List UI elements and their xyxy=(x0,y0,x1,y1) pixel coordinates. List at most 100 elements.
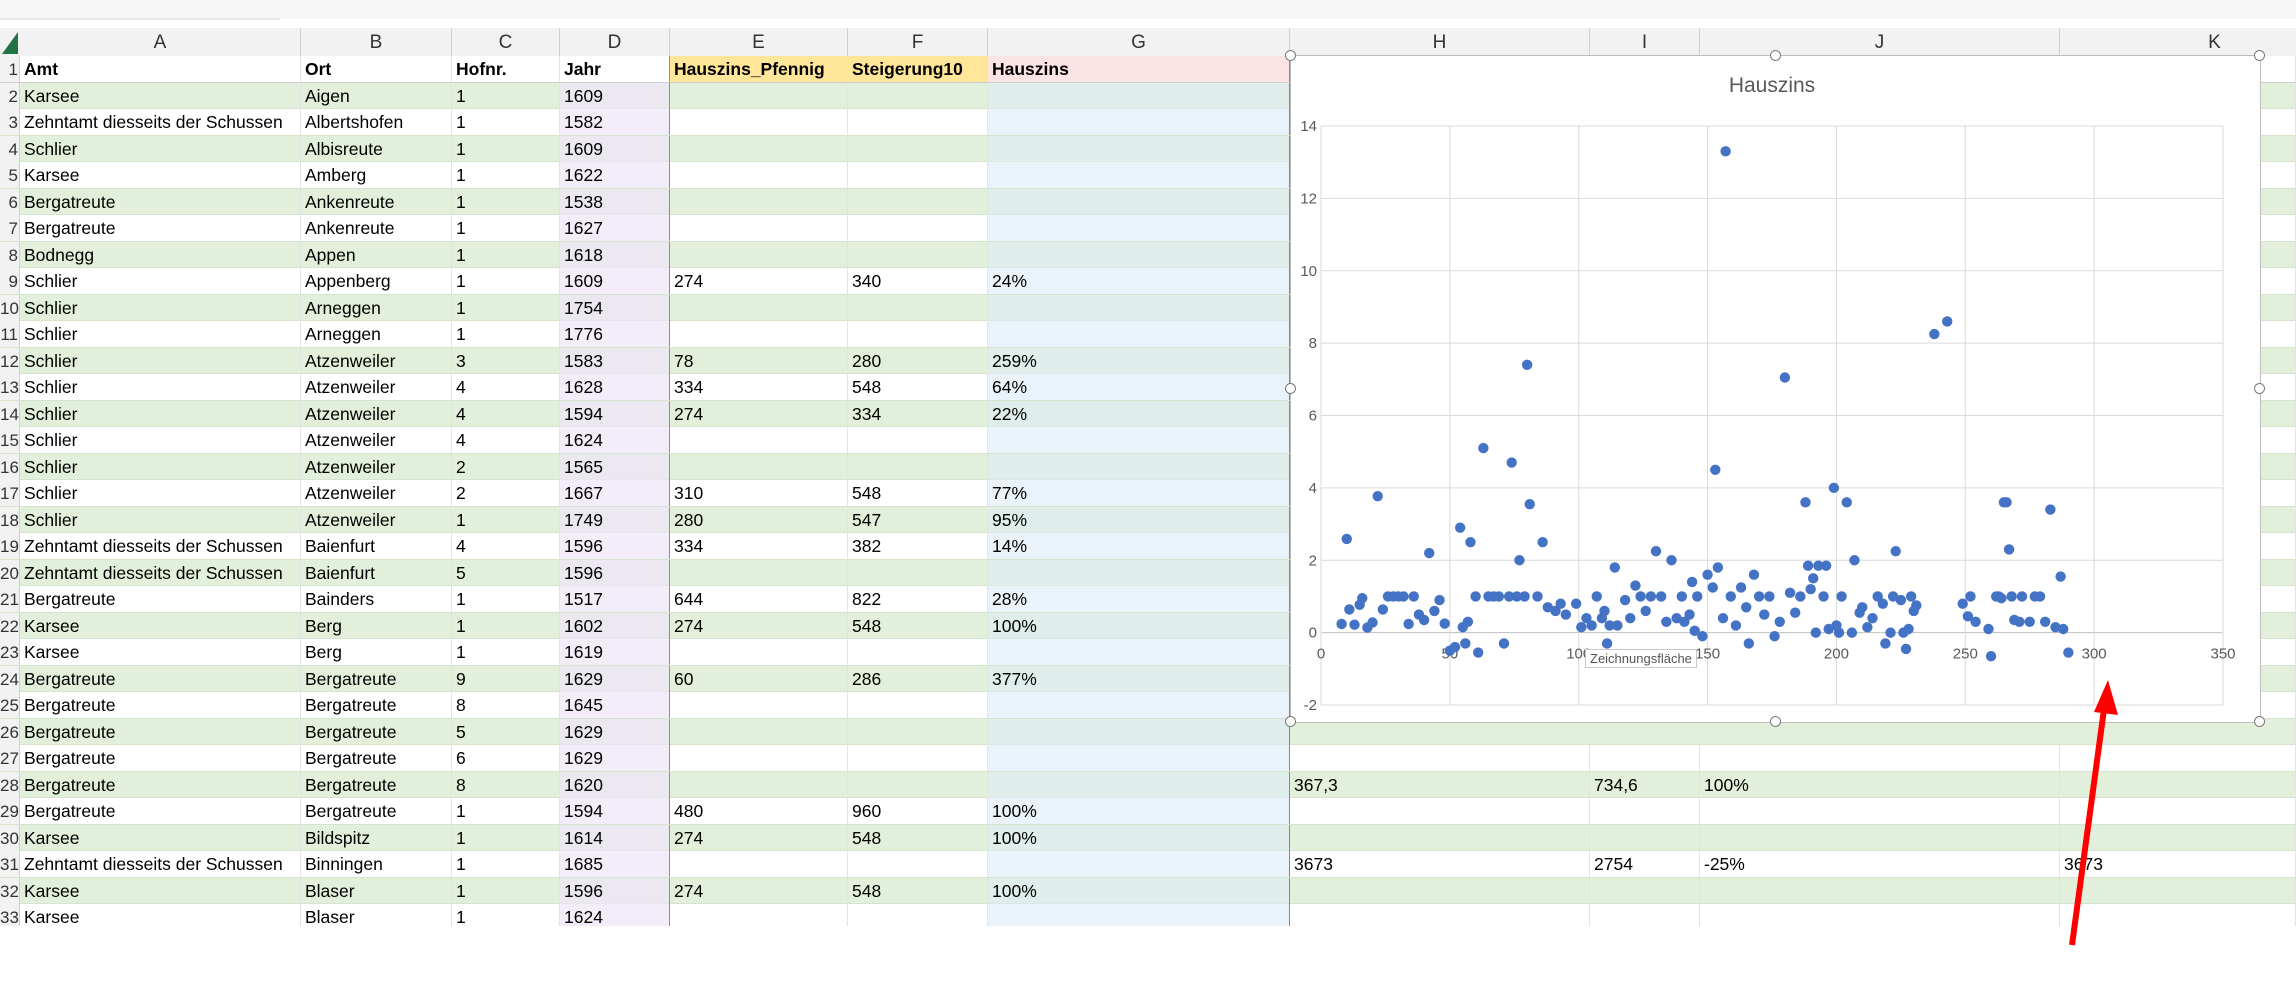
cell-h[interactable]: 3673 xyxy=(1290,851,1590,877)
cell-f[interactable] xyxy=(848,321,988,347)
cell-c[interactable]: 1 xyxy=(452,215,560,241)
cell-b[interactable]: Arneggen xyxy=(301,321,452,347)
cell-g[interactable] xyxy=(988,639,1290,665)
cell-f[interactable] xyxy=(848,294,988,321)
cell-c[interactable]: 1 xyxy=(452,639,560,665)
cell-f[interactable] xyxy=(848,692,988,718)
cell-a[interactable]: Karsee xyxy=(20,82,301,109)
cell-f[interactable] xyxy=(848,427,988,453)
cell-d[interactable]: 1614 xyxy=(560,824,670,851)
cell-k[interactable] xyxy=(2060,771,2296,798)
cell-c[interactable]: 1 xyxy=(452,904,560,926)
cell-d[interactable]: 1594 xyxy=(560,400,670,427)
resize-handle-top-right[interactable] xyxy=(2254,50,2265,61)
cell-a[interactable]: Schlier xyxy=(20,506,301,533)
row-number[interactable]: 6 xyxy=(0,188,20,215)
cell-f[interactable]: 547 xyxy=(848,506,988,533)
cell-b[interactable]: Atzenweiler xyxy=(301,400,452,427)
cell-a[interactable]: Bergatreute xyxy=(20,188,301,215)
column-header-h[interactable]: H xyxy=(1290,28,1590,56)
resize-handle-top-left[interactable] xyxy=(1285,50,1296,61)
cell-d[interactable]: 1596 xyxy=(560,533,670,559)
cell-b[interactable]: Ort xyxy=(301,56,452,82)
row-number[interactable]: 27 xyxy=(0,745,20,771)
cell-d[interactable]: 1609 xyxy=(560,82,670,109)
cell-a[interactable]: Zehntamt diesseits der Schussen xyxy=(20,559,301,586)
row-number[interactable]: 1 xyxy=(0,56,20,82)
cell-b[interactable]: Binningen xyxy=(301,851,452,877)
cell-f[interactable]: 548 xyxy=(848,877,988,904)
cell-g[interactable] xyxy=(988,321,1290,347)
cell-i[interactable]: 734,6 xyxy=(1590,771,1700,798)
cell-f[interactable] xyxy=(848,82,988,109)
cell-c[interactable]: 4 xyxy=(452,400,560,427)
cell-i[interactable] xyxy=(1590,824,1700,851)
cell-b[interactable]: Atzenweiler xyxy=(301,480,452,506)
cell-a[interactable]: Schlier xyxy=(20,480,301,506)
cell-e[interactable] xyxy=(670,427,848,453)
cell-f[interactable] xyxy=(848,215,988,241)
cell-c[interactable]: 1 xyxy=(452,798,560,824)
row-number[interactable]: 25 xyxy=(0,692,20,718)
row-number[interactable]: 13 xyxy=(0,374,20,400)
cell-e[interactable] xyxy=(670,109,848,135)
cell-c[interactable]: 3 xyxy=(452,347,560,374)
cell-f[interactable]: 340 xyxy=(848,268,988,294)
cell-i[interactable] xyxy=(1590,745,1700,771)
cell-b[interactable]: Bainders xyxy=(301,586,452,612)
cell-g[interactable] xyxy=(988,427,1290,453)
resize-handle-bottom-right[interactable] xyxy=(2254,716,2265,727)
cell-c[interactable]: 4 xyxy=(452,374,560,400)
cell-b[interactable]: Ankenreute xyxy=(301,215,452,241)
cell-b[interactable]: Baienfurt xyxy=(301,559,452,586)
cell-d[interactable]: 1776 xyxy=(560,321,670,347)
cell-b[interactable]: Atzenweiler xyxy=(301,427,452,453)
column-header-g[interactable]: G xyxy=(988,28,1290,56)
row-number[interactable]: 33 xyxy=(0,904,20,926)
cell-g[interactable] xyxy=(988,692,1290,718)
cell-a[interactable]: Karsee xyxy=(20,639,301,665)
cell-a[interactable]: Zehntamt diesseits der Schussen xyxy=(20,851,301,877)
cell-e[interactable] xyxy=(670,321,848,347)
cell-a[interactable]: Karsee xyxy=(20,612,301,639)
cell-a[interactable]: Bodnegg xyxy=(20,241,301,268)
row-number[interactable]: 28 xyxy=(0,771,20,798)
cell-g[interactable]: 100% xyxy=(988,612,1290,639)
cell-d[interactable]: 1583 xyxy=(560,347,670,374)
cell-c[interactable]: 5 xyxy=(452,718,560,745)
cell-j[interactable] xyxy=(1700,904,2060,926)
resize-handle-top[interactable] xyxy=(1770,50,1781,61)
cell-h[interactable] xyxy=(1290,745,1590,771)
cell-d[interactable]: 1629 xyxy=(560,718,670,745)
cell-f[interactable]: 280 xyxy=(848,347,988,374)
cell-a[interactable]: Schlier xyxy=(20,453,301,480)
cell-j[interactable] xyxy=(1700,824,2060,851)
cell-c[interactable]: 2 xyxy=(452,453,560,480)
resize-handle-bottom-left[interactable] xyxy=(1285,716,1296,727)
resize-handle-right[interactable] xyxy=(2254,383,2265,394)
cell-c[interactable]: 4 xyxy=(452,533,560,559)
cell-a[interactable]: Bergatreute xyxy=(20,586,301,612)
cell-h[interactable] xyxy=(1290,824,1590,851)
cell-g[interactable]: 100% xyxy=(988,798,1290,824)
cell-g[interactable] xyxy=(988,904,1290,926)
cell-d[interactable]: 1624 xyxy=(560,904,670,926)
cell-e[interactable]: 280 xyxy=(670,506,848,533)
cell-j[interactable] xyxy=(1700,745,2060,771)
cell-g[interactable]: 22% xyxy=(988,400,1290,427)
cell-c[interactable]: 1 xyxy=(452,162,560,188)
cell-f[interactable] xyxy=(848,745,988,771)
row-number[interactable]: 16 xyxy=(0,453,20,480)
cell-g[interactable]: Hauszins xyxy=(988,56,1290,82)
cell-g[interactable]: 77% xyxy=(988,480,1290,506)
cell-h[interactable] xyxy=(1290,877,1590,904)
cell-j[interactable]: -25% xyxy=(1700,851,2060,877)
cell-f[interactable]: 548 xyxy=(848,824,988,851)
cell-j[interactable]: 100% xyxy=(1700,771,2060,798)
cell-b[interactable]: Bergatreute xyxy=(301,692,452,718)
cell-e[interactable]: 274 xyxy=(670,877,848,904)
cell-g[interactable] xyxy=(988,109,1290,135)
cell-b[interactable]: Atzenweiler xyxy=(301,374,452,400)
scatter-chart[interactable]: Hauszins-2024681012140501001502002503003… xyxy=(1285,50,2265,727)
cell-f[interactable] xyxy=(848,851,988,877)
